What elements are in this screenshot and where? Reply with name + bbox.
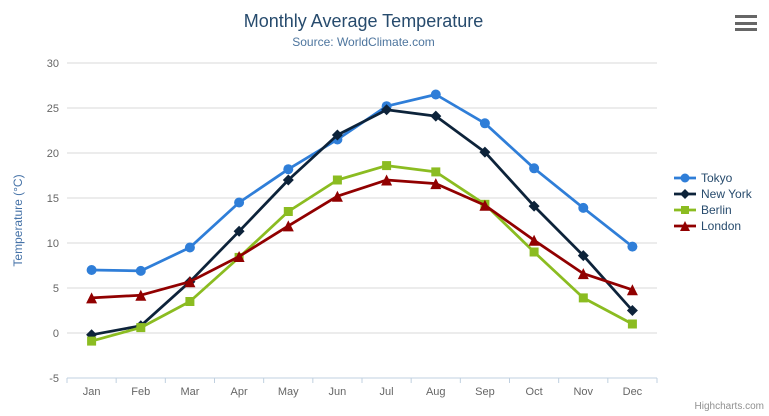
y-axis-label: 25: [47, 103, 59, 115]
data-point-berlin[interactable]: [529, 247, 539, 257]
data-point-london[interactable]: [282, 220, 294, 232]
y-axis-label: 5: [53, 283, 59, 295]
data-point-london[interactable]: [86, 292, 98, 304]
series-tokyo[interactable]: [86, 89, 638, 276]
x-axis-label: Jul: [380, 386, 394, 398]
series-new-york[interactable]: [86, 104, 638, 341]
data-point-berlin[interactable]: [627, 319, 637, 329]
data-point-tokyo[interactable]: [479, 118, 490, 129]
series-line-london[interactable]: [90, 178, 634, 300]
data-point-new-york[interactable]: [282, 174, 294, 186]
highcharts-credits-link[interactable]: Highcharts.com: [694, 401, 764, 412]
data-point-london[interactable]: [184, 276, 196, 288]
legend-item-london[interactable]: London: [674, 219, 752, 233]
data-point-tokyo[interactable]: [430, 89, 441, 100]
data-point-tokyo[interactable]: [529, 163, 540, 174]
x-axis-label: Sep: [475, 386, 495, 398]
square-marker-icon: [674, 206, 696, 214]
data-point-london[interactable]: [381, 174, 393, 186]
legend-item-tokyo[interactable]: Tokyo: [674, 171, 752, 185]
data-point-london[interactable]: [626, 284, 638, 296]
hamburger-icon: [735, 28, 757, 31]
diamond-marker-icon: [674, 189, 696, 199]
data-point-new-york[interactable]: [233, 225, 245, 237]
data-point-new-york[interactable]: [430, 110, 442, 122]
x-axis-label: Dec: [623, 386, 643, 398]
data-point-berlin[interactable]: [431, 167, 441, 177]
data-point-london[interactable]: [479, 199, 491, 211]
x-axis-label: May: [278, 386, 299, 398]
y-axis-title: Temperature (°C): [11, 174, 25, 266]
data-point-new-york[interactable]: [381, 104, 393, 116]
data-point-london[interactable]: [528, 234, 540, 246]
y-axis-label: 15: [47, 193, 59, 205]
export-menu-button[interactable]: [734, 13, 758, 33]
x-axis-label: Jan: [83, 386, 101, 398]
legend-label-london: London: [701, 219, 742, 233]
data-point-new-york[interactable]: [577, 250, 589, 262]
data-point-tokyo[interactable]: [283, 164, 294, 175]
series-line-new-york[interactable]: [90, 108, 634, 337]
data-point-berlin[interactable]: [283, 207, 293, 216]
data-point-tokyo[interactable]: [184, 242, 195, 253]
x-axis-label: Aug: [426, 386, 446, 398]
series-london[interactable]: [86, 174, 638, 304]
data-point-berlin[interactable]: [382, 161, 392, 171]
data-point-tokyo[interactable]: [86, 265, 97, 275]
data-point-berlin[interactable]: [332, 175, 342, 185]
data-point-new-york[interactable]: [528, 200, 540, 212]
legend-item-new-york[interactable]: New York: [674, 187, 752, 201]
hamburger-icon: [735, 15, 757, 18]
y-axis-label: 20: [47, 148, 59, 160]
y-axis-label: 10: [47, 238, 59, 250]
legend-label-berlin: Berlin: [701, 203, 732, 217]
circle-marker-icon: [674, 173, 696, 183]
data-point-london[interactable]: [577, 268, 589, 280]
x-axis-label: Feb: [131, 386, 150, 398]
data-point-london[interactable]: [233, 251, 245, 262]
data-point-berlin[interactable]: [136, 323, 146, 333]
x-axis-label: Apr: [231, 386, 248, 398]
data-point-london[interactable]: [430, 178, 442, 190]
series-line-berlin[interactable]: [90, 164, 634, 343]
legend: Tokyo New York Berlin London: [674, 171, 752, 233]
data-point-new-york[interactable]: [626, 305, 638, 316]
legend-label-tokyo: Tokyo: [701, 171, 733, 185]
y-axis-label: 30: [47, 58, 59, 70]
x-axis-label: Mar: [180, 386, 199, 398]
data-point-new-york[interactable]: [479, 146, 491, 158]
data-point-london[interactable]: [331, 190, 343, 202]
triangle-marker-icon: [674, 221, 696, 231]
x-axis-label: Oct: [526, 386, 543, 398]
hamburger-icon: [735, 21, 757, 25]
data-point-berlin[interactable]: [185, 297, 195, 306]
x-axis-label: Jun: [329, 386, 347, 398]
y-axis-label: 0: [53, 328, 59, 340]
data-point-berlin[interactable]: [578, 293, 588, 303]
data-point-berlin[interactable]: [87, 336, 97, 346]
data-point-london[interactable]: [135, 289, 147, 301]
x-axis-label: Nov: [573, 386, 593, 398]
y-axis-label: -5: [49, 373, 59, 385]
data-point-tokyo[interactable]: [135, 265, 146, 276]
legend-label-new-york: New York: [701, 187, 752, 201]
data-point-new-york[interactable]: [331, 129, 343, 141]
data-point-tokyo[interactable]: [234, 197, 245, 208]
data-point-tokyo[interactable]: [627, 241, 638, 252]
legend-item-berlin[interactable]: Berlin: [674, 203, 752, 217]
data-point-tokyo[interactable]: [578, 202, 589, 213]
